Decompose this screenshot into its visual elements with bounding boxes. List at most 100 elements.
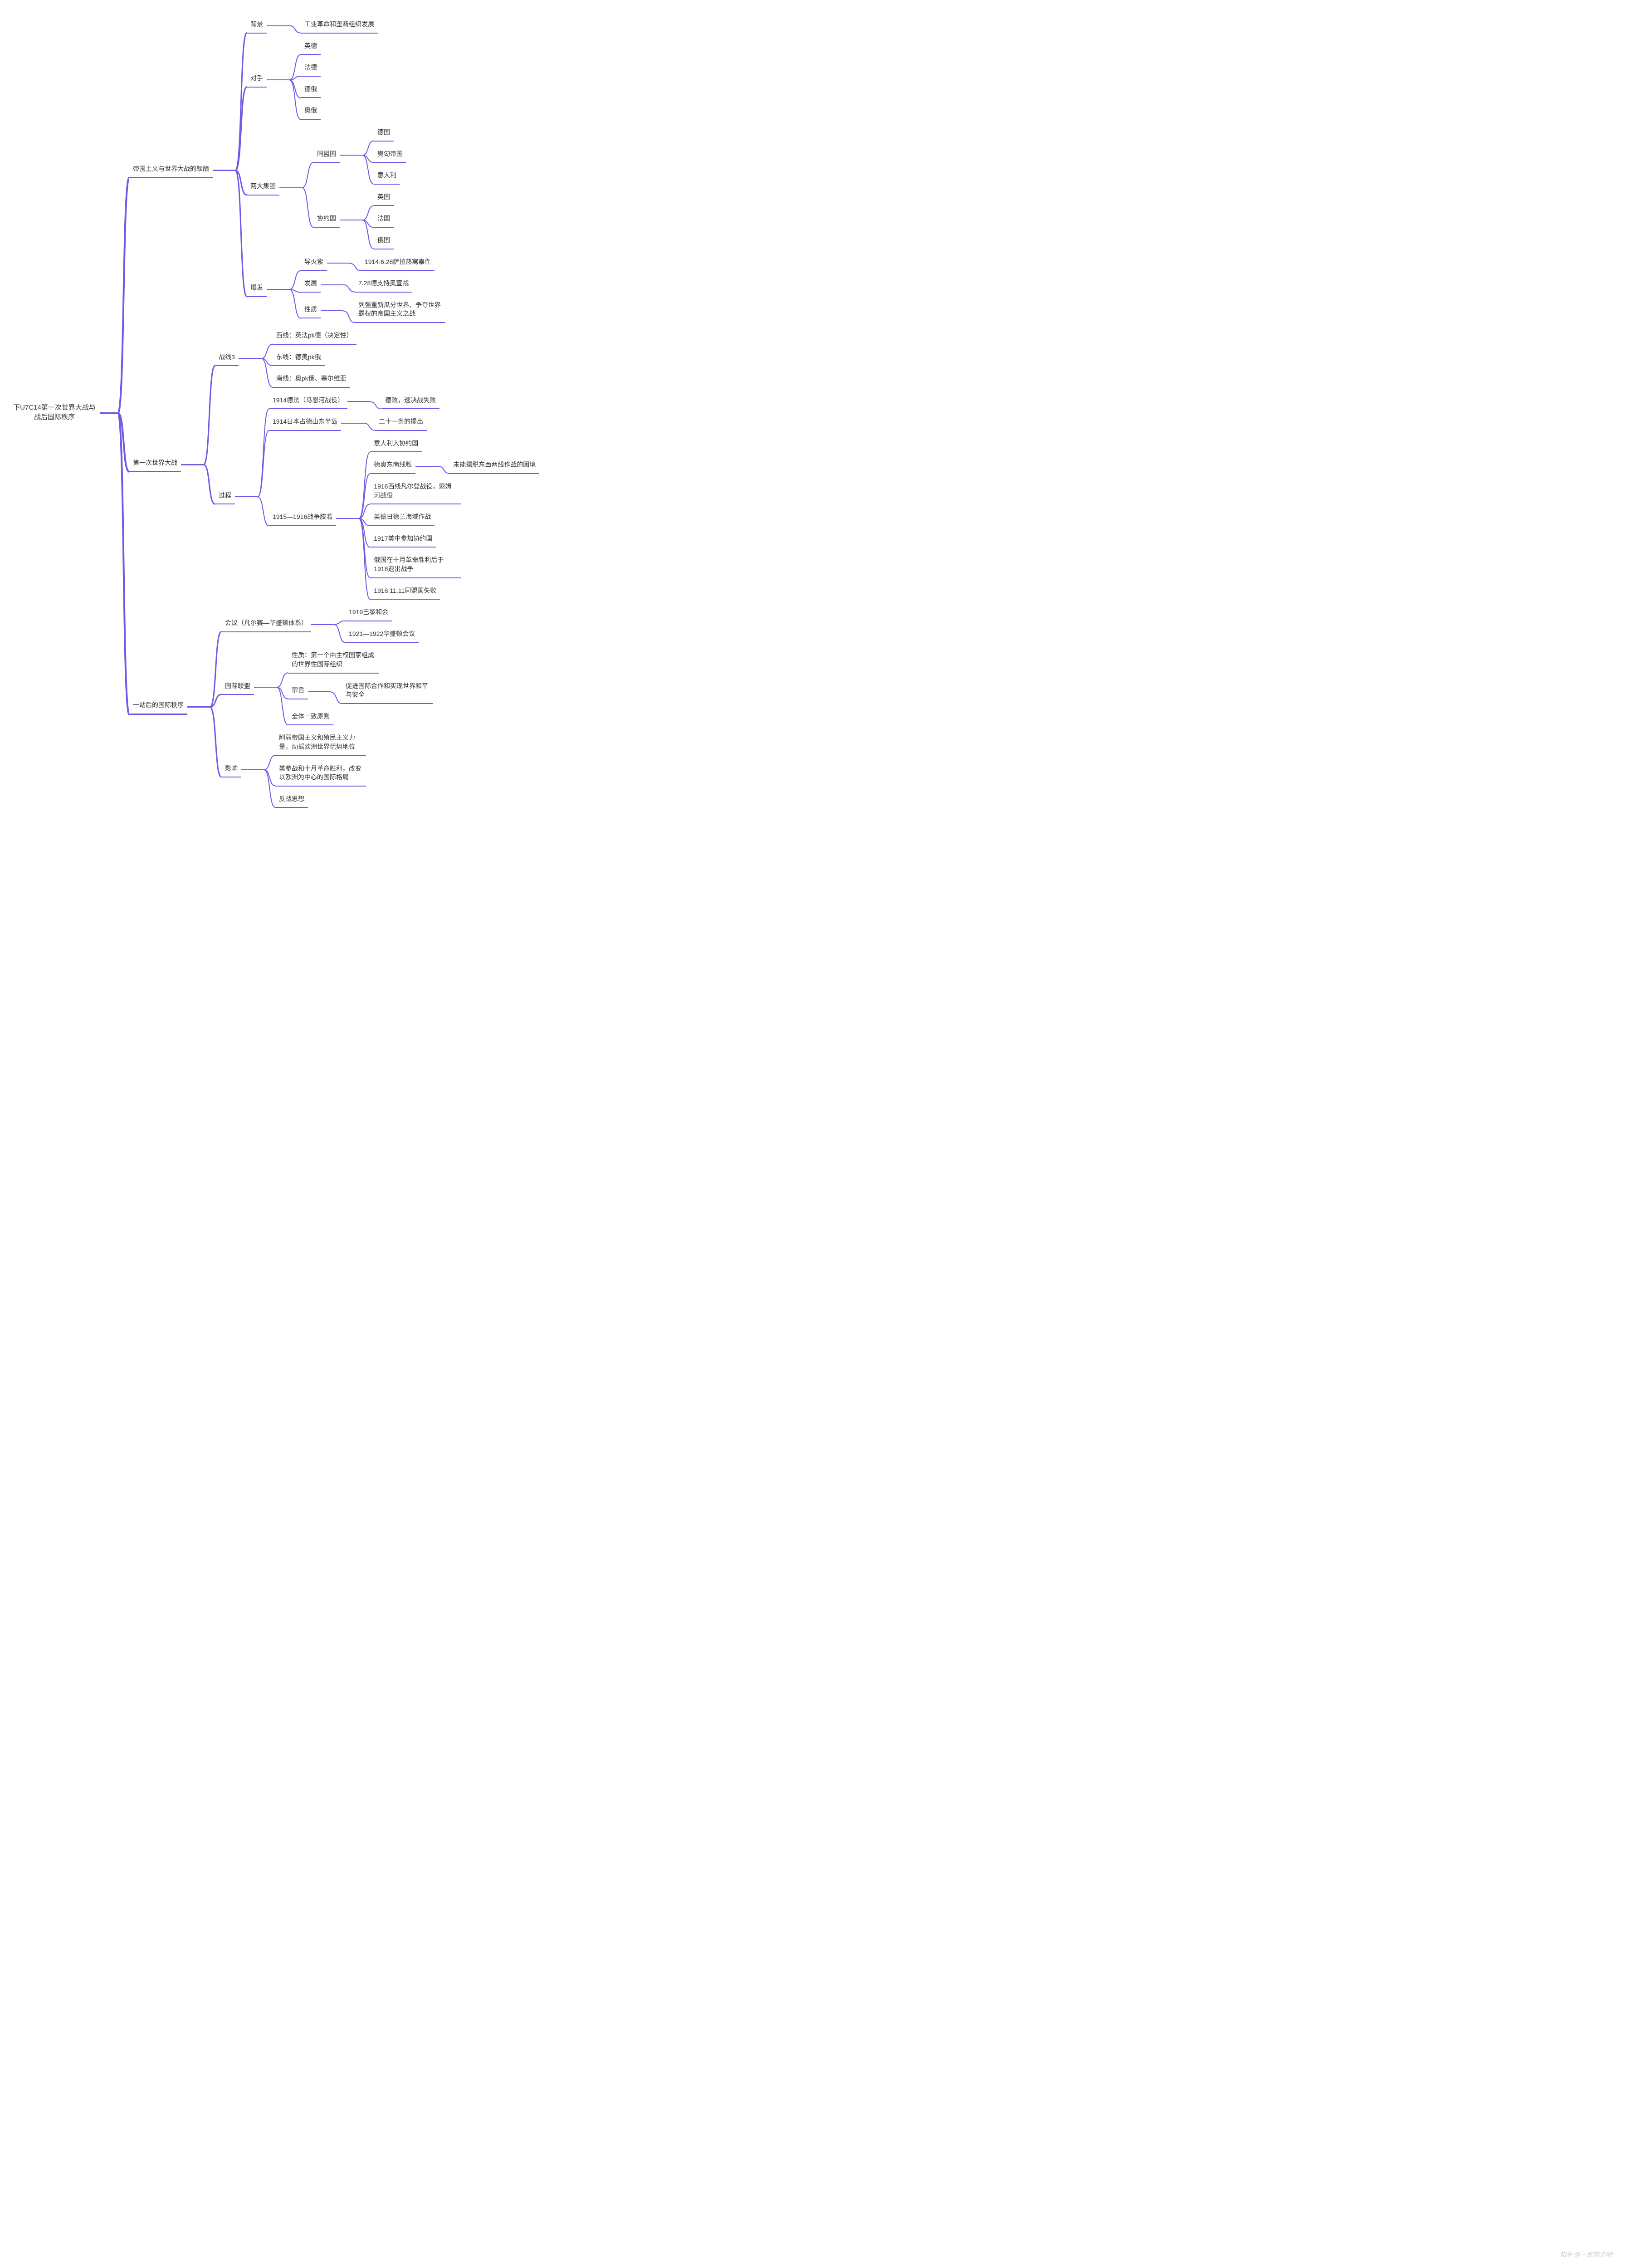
branch-curve bbox=[362, 205, 374, 220]
fork: 二十一条的提出 bbox=[364, 415, 427, 431]
tree-node[interactable]: 1919巴黎和会 bbox=[345, 606, 419, 621]
tree-node[interactable]: 背景工业革命和垄断组织发展 bbox=[247, 18, 445, 34]
watermark: 知乎 @一起努力吧 bbox=[1560, 2250, 1612, 2259]
tree-node[interactable]: 俄国在十月革命胜利后于1918退出战争 bbox=[370, 554, 539, 578]
connector bbox=[341, 423, 364, 424]
fork: 列强重新瓜分世界、争夺世界霸权的帝国主义之战 bbox=[343, 299, 445, 323]
node-label: 1915—1916战争胶着 bbox=[269, 511, 336, 526]
tree-node[interactable]: 对手英德法德德俄奥俄 bbox=[247, 40, 445, 120]
tree-node[interactable]: 国际联盟性质：第一个由主权国家组成的世界性国际组织宗旨促进国际合作和实现世界和平… bbox=[221, 649, 433, 725]
tree-node[interactable]: 未能摆脱东西两线作战的困境 bbox=[449, 459, 539, 474]
children-group: 削弱帝国主义和殖民主义力量，动摇欧洲世界优势地位美参战和十月革命胜利，改变以欧洲… bbox=[275, 732, 366, 808]
fork-curves bbox=[359, 437, 370, 600]
tree-node[interactable]: 协约国英国法国俄国 bbox=[313, 191, 406, 249]
tree-node[interactable]: 美参战和十月革命胜利，改变以欧洲为中心的国际格局 bbox=[275, 763, 366, 787]
tree-node[interactable]: 性质列强重新瓜分世界、争夺世界霸权的帝国主义之战 bbox=[301, 299, 445, 323]
tree-node[interactable]: 1917美中参加协约国 bbox=[370, 533, 539, 548]
branch-curve bbox=[289, 26, 301, 33]
branch-curve bbox=[370, 401, 381, 409]
fork-curves bbox=[331, 680, 342, 704]
node-label: 1917美中参加协约国 bbox=[370, 533, 436, 548]
tree-node[interactable]: 法国 bbox=[374, 212, 394, 228]
branch-curve bbox=[204, 366, 215, 464]
node-label: 意大利入协约国 bbox=[370, 437, 422, 453]
children-group: 1914德法（马恩河战役）德败，速决战失败 1914日本占德山东半岛二十一条的提出… bbox=[269, 394, 539, 600]
tree-node[interactable]: 德败，速决战失败 bbox=[381, 394, 439, 410]
tree-node[interactable]: 英德日德兰海域作战 bbox=[370, 511, 539, 526]
fork: 1914.6.28萨拉热窝事件 bbox=[350, 256, 435, 271]
tree-node[interactable]: 1914.6.28萨拉热窝事件 bbox=[361, 256, 435, 271]
tree-node[interactable]: 1916西线凡尔登战役，索姆河战役 bbox=[370, 480, 539, 504]
node-label: 德国 bbox=[374, 126, 394, 142]
fork: 英德法德德俄奥俄 bbox=[289, 40, 321, 120]
tree-node[interactable]: 宗旨促进国际合作和实现世界和平与安全 bbox=[288, 680, 433, 704]
tree-node[interactable]: 帝国主义与世界大战的酝酿背景工业革命和垄断组织发展对手英德法德德俄奥俄两大集团同… bbox=[129, 18, 539, 323]
tree-node[interactable]: 过程1914德法（马恩河战役）德败，速决战失败1914日本占德山东半岛二十一条的… bbox=[215, 394, 539, 600]
tree-node[interactable]: 同盟国德国奥匈帝国意大利 bbox=[313, 126, 406, 185]
node-label: 会议（凡尔赛—华盛顿体系） bbox=[221, 617, 311, 632]
node-label: 削弱帝国主义和殖民主义力量，动摇欧洲世界优势地位 bbox=[275, 732, 366, 756]
tree-node[interactable]: 反战思想 bbox=[275, 793, 366, 808]
tree-node[interactable]: 法德 bbox=[301, 61, 321, 77]
tree-node[interactable]: 削弱帝国主义和殖民主义力量，动摇欧洲世界优势地位 bbox=[275, 732, 366, 756]
node-label: 南线：奥pk俄、塞尔维亚 bbox=[273, 372, 350, 388]
children-group: 帝国主义与世界大战的酝酿背景工业革命和垄断组织发展对手英德法德德俄奥俄两大集团同… bbox=[129, 18, 539, 808]
tree-node[interactable]: 导火索1914.6.28萨拉热窝事件 bbox=[301, 256, 445, 271]
tree-node[interactable]: 7.28德支持奥宣战 bbox=[355, 277, 412, 293]
fork: 背景工业革命和垄断组织发展对手英德法德德俄奥俄两大集团同盟国德国奥匈帝国意大利协… bbox=[235, 18, 445, 323]
tree-node[interactable]: 1914德法（马恩河战役）德败，速决战失败 bbox=[269, 394, 539, 410]
node-label: 西线：英法pk德（决定性） bbox=[273, 329, 356, 345]
node-label: 东线：德奥pk俄 bbox=[273, 351, 325, 367]
branch-curve bbox=[289, 76, 301, 80]
node-label: 德败，速决战失败 bbox=[381, 394, 439, 410]
tree-node[interactable]: 1921—1922华盛顿会议 bbox=[345, 628, 419, 643]
tree-node[interactable]: 1918.11.11同盟国失败 bbox=[370, 585, 539, 600]
tree-node[interactable]: 影响削弱帝国主义和殖民主义力量，动摇欧洲世界优势地位美参战和十月革命胜利，改变以… bbox=[221, 732, 433, 808]
children-group: 英国法国俄国 bbox=[374, 191, 394, 249]
tree-node[interactable]: 两大集团同盟国德国奥匈帝国意大利协约国英国法国俄国 bbox=[247, 126, 445, 249]
node-label: 1918.11.11同盟国失败 bbox=[370, 585, 440, 600]
connector bbox=[340, 155, 362, 156]
tree-node[interactable]: 奥匈帝国 bbox=[374, 148, 406, 163]
tree-node[interactable]: 西线：英法pk德（决定性） bbox=[273, 329, 356, 345]
connector bbox=[347, 401, 370, 402]
tree-node[interactable]: 战线3西线：英法pk德（决定性）东线：德奥pk俄南线：奥pk俄、塞尔维亚 bbox=[215, 329, 539, 388]
children-group: 二十一条的提出 bbox=[375, 415, 427, 431]
tree-node[interactable]: 爆发导火索1914.6.28萨拉热窝事件发展7.28德支持奥宣战性质列强重新瓜分… bbox=[247, 256, 445, 323]
connector bbox=[327, 263, 350, 264]
tree-node[interactable]: 列强重新瓜分世界、争夺世界霸权的帝国主义之战 bbox=[355, 299, 445, 323]
tree-node[interactable]: 发展7.28德支持奥宣战 bbox=[301, 277, 445, 293]
node-label: 奥俄 bbox=[301, 104, 321, 120]
root-node[interactable]: 下U7C14第一次世界大战与战后国际秩序帝国主义与世界大战的酝酿背景工业革命和垄… bbox=[9, 18, 539, 808]
tree-node[interactable]: 1914日本占德山东半岛二十一条的提出 bbox=[269, 415, 539, 431]
tree-node[interactable]: 德俄 bbox=[301, 83, 321, 98]
tree-node[interactable]: 一站后的国际秩序 会议（凡尔赛—华盛顿体系） 1919巴黎和会 1921—1922华盛… bbox=[129, 606, 539, 808]
tree-node[interactable]: 德奥东南线胜未能摆脱东西两线作战的困境 bbox=[370, 459, 539, 474]
tree-node[interactable]: 奥俄 bbox=[301, 104, 321, 120]
tree-node[interactable]: 东线：德奥pk俄 bbox=[273, 351, 356, 367]
node-label: 英国 bbox=[374, 191, 394, 206]
tree-node[interactable]: 德国 bbox=[374, 126, 406, 142]
tree-node[interactable]: 俄国 bbox=[374, 234, 394, 249]
tree-node[interactable]: 工业革命和垄断组织发展 bbox=[301, 18, 378, 34]
tree-node[interactable]: 英德 bbox=[301, 40, 321, 55]
tree-node[interactable]: 意大利 bbox=[374, 169, 406, 185]
tree-node[interactable]: 第一次世界大战战线3西线：英法pk德（决定性）东线：德奥pk俄南线：奥pk俄、塞… bbox=[129, 329, 539, 600]
branch-curve bbox=[289, 80, 301, 98]
tree-node[interactable]: 南线：奥pk俄、塞尔维亚 bbox=[273, 372, 356, 388]
connector bbox=[267, 79, 289, 80]
tree-node[interactable]: 二十一条的提出 bbox=[375, 415, 427, 431]
tree-node[interactable]: 英国 bbox=[374, 191, 394, 206]
tree-node[interactable]: 全体一致原则 bbox=[288, 710, 433, 726]
tree-node[interactable]: 性质：第一个由主权国家组成的世界性国际组织 bbox=[288, 649, 433, 673]
tree-node[interactable]: 意大利入协约国 bbox=[370, 437, 539, 453]
tree-node[interactable]: 1915—1916战争胶着 意大利入协约国德奥东南线胜未能摆脱东西两线作战的困境 1… bbox=[269, 437, 539, 600]
node-label: 一站后的国际秩序 bbox=[129, 699, 187, 715]
tree-node[interactable]: 会议（凡尔赛—华盛顿体系） 1919巴黎和会 1921—1922华盛顿会议 bbox=[221, 606, 433, 643]
tree-node[interactable]: 促进国际合作和实现世界和平与安全 bbox=[342, 680, 433, 704]
branch-curve bbox=[364, 423, 375, 430]
branch-curve bbox=[118, 413, 129, 714]
node-label: 工业革命和垄断组织发展 bbox=[301, 18, 378, 34]
branch-curve bbox=[118, 178, 129, 413]
node-label: 列强重新瓜分世界、争夺世界霸权的帝国主义之战 bbox=[355, 299, 445, 323]
